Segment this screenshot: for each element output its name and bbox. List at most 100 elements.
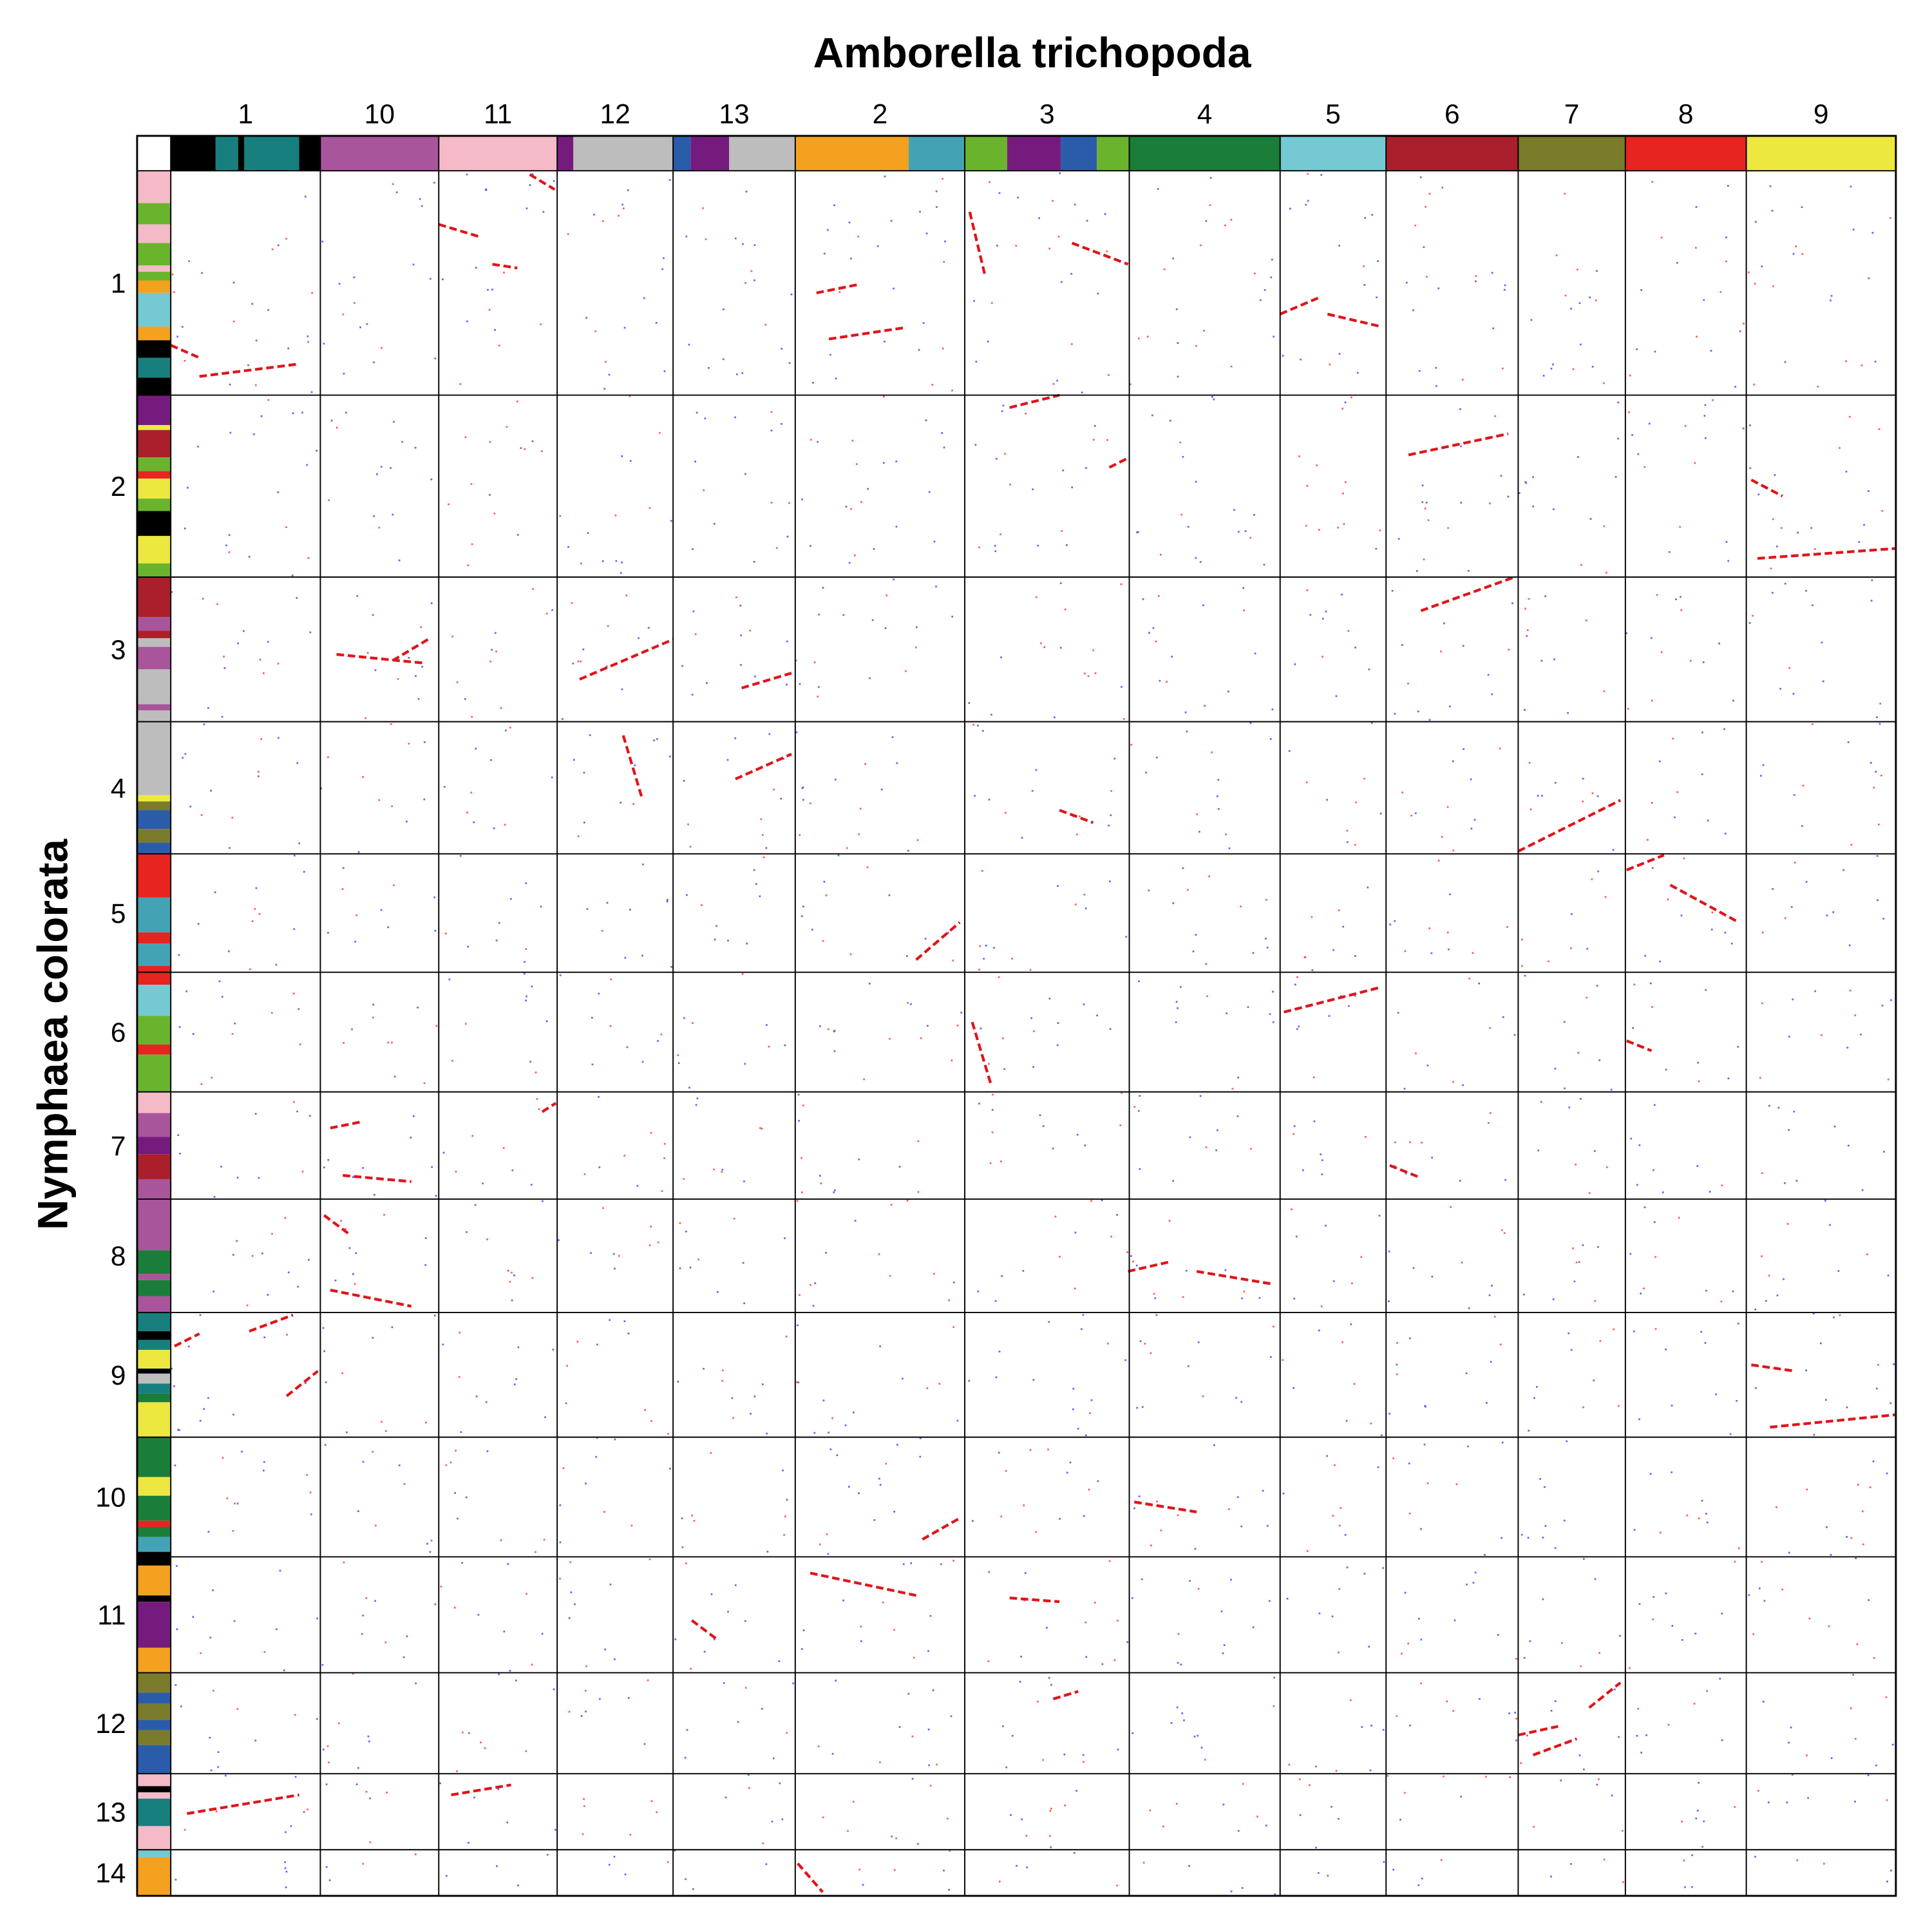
hit-dot bbox=[1446, 806, 1449, 808]
hit-dot bbox=[1354, 994, 1356, 997]
hit-dot bbox=[858, 1868, 861, 1871]
hit-dot bbox=[1768, 1274, 1770, 1277]
hit-dot bbox=[470, 791, 473, 794]
hit-dot bbox=[1175, 1001, 1178, 1003]
hit-dot bbox=[740, 664, 742, 666]
hit-dot bbox=[1420, 1682, 1422, 1685]
hit-dot bbox=[998, 1350, 1001, 1352]
hit-dot bbox=[285, 1886, 287, 1889]
hit-dot bbox=[260, 415, 263, 417]
hit-dot bbox=[1377, 260, 1379, 262]
hit-dot bbox=[338, 283, 341, 285]
hit-dot bbox=[228, 551, 231, 553]
hit-dot bbox=[1653, 1596, 1654, 1598]
chromosome-segment bbox=[137, 1595, 171, 1602]
hit-dot bbox=[1113, 757, 1116, 760]
hit-dot bbox=[1230, 218, 1233, 221]
hit-dot bbox=[1566, 1440, 1568, 1443]
chromosome-segment bbox=[690, 135, 730, 171]
hit-dot bbox=[1880, 774, 1882, 777]
hit-dot bbox=[393, 1075, 396, 1078]
hit-dot bbox=[1388, 1300, 1390, 1303]
hit-dot bbox=[372, 1450, 374, 1453]
hit-dot bbox=[1240, 905, 1242, 908]
hit-dot bbox=[942, 347, 944, 350]
hit-dot bbox=[229, 431, 232, 434]
hit-dot bbox=[559, 1541, 562, 1544]
chromosome-segment bbox=[137, 1250, 171, 1274]
hit-dot bbox=[327, 1159, 330, 1161]
hit-dot bbox=[1817, 386, 1819, 388]
hit-dot bbox=[511, 1299, 513, 1302]
hit-dot bbox=[991, 1109, 994, 1111]
hit-dot bbox=[1331, 1806, 1333, 1808]
hit-dot bbox=[1163, 268, 1166, 270]
chromosome-segment bbox=[137, 292, 171, 327]
hit-dot bbox=[1408, 1463, 1410, 1464]
hit-dot bbox=[259, 658, 261, 661]
hit-dot bbox=[1513, 1034, 1516, 1036]
hit-dot bbox=[812, 1305, 815, 1307]
hit-dot bbox=[298, 1008, 300, 1010]
hit-dot bbox=[1294, 663, 1296, 665]
hit-dot bbox=[323, 343, 325, 345]
hit-dot bbox=[197, 446, 199, 448]
hit-dot bbox=[417, 1007, 419, 1009]
hit-dot bbox=[661, 1190, 663, 1192]
hit-dot bbox=[1088, 1488, 1090, 1491]
hit-dot bbox=[398, 559, 401, 562]
hit-dot bbox=[1683, 1859, 1685, 1862]
hit-dot bbox=[175, 1684, 177, 1686]
hit-dot bbox=[359, 326, 361, 328]
hit-dot bbox=[591, 1016, 593, 1019]
hit-dot bbox=[1247, 1006, 1249, 1009]
hit-dot bbox=[567, 545, 569, 548]
hit-dot bbox=[623, 327, 626, 329]
hit-dot bbox=[345, 1228, 346, 1230]
hit-dot bbox=[1200, 244, 1202, 247]
hit-dot bbox=[1560, 1779, 1562, 1781]
hit-dot bbox=[1552, 363, 1554, 366]
hit-dot bbox=[1364, 217, 1367, 219]
chromosome-segment bbox=[137, 829, 171, 843]
hit-dot bbox=[1659, 1531, 1662, 1534]
hit-dot bbox=[1048, 1677, 1050, 1679]
hit-dot bbox=[362, 1461, 365, 1463]
chromosome-segment bbox=[557, 135, 574, 171]
hit-dot bbox=[1643, 466, 1646, 468]
hit-dot bbox=[1486, 1402, 1488, 1404]
hit-dot bbox=[203, 723, 205, 726]
hit-dot bbox=[1116, 1214, 1118, 1216]
hit-dot bbox=[1197, 1734, 1199, 1737]
hit-dot bbox=[624, 956, 627, 959]
hit-dot bbox=[603, 1511, 605, 1513]
hit-dot bbox=[308, 1258, 310, 1261]
hit-dot bbox=[753, 560, 755, 563]
hit-dot bbox=[822, 940, 824, 942]
hit-dot bbox=[325, 1783, 328, 1786]
hit-dot bbox=[1696, 1165, 1699, 1167]
hit-dot bbox=[403, 1482, 406, 1485]
hit-dot bbox=[255, 339, 258, 342]
hit-dot bbox=[1678, 1217, 1680, 1219]
hit-dot bbox=[1204, 705, 1206, 707]
hit-dot bbox=[453, 1607, 456, 1609]
hit-dot bbox=[473, 821, 475, 824]
hit-dot bbox=[779, 1782, 781, 1785]
hit-dot bbox=[768, 733, 771, 735]
x-chromosome-label: 11 bbox=[484, 99, 512, 129]
hit-dot bbox=[1643, 1287, 1645, 1290]
hit-dot bbox=[1195, 345, 1197, 347]
hit-dot bbox=[1790, 905, 1793, 908]
hit-dot bbox=[1052, 383, 1055, 385]
hit-dot bbox=[623, 1320, 626, 1322]
hit-dot bbox=[598, 992, 600, 995]
hit-dot bbox=[605, 665, 608, 668]
hit-dot bbox=[797, 1381, 800, 1383]
hit-dot bbox=[1577, 269, 1578, 270]
hit-dot bbox=[1180, 513, 1183, 516]
hit-dot bbox=[1160, 1530, 1162, 1531]
hit-dot bbox=[1749, 467, 1752, 469]
hit-dot bbox=[1074, 904, 1077, 905]
hit-dot bbox=[414, 446, 417, 449]
